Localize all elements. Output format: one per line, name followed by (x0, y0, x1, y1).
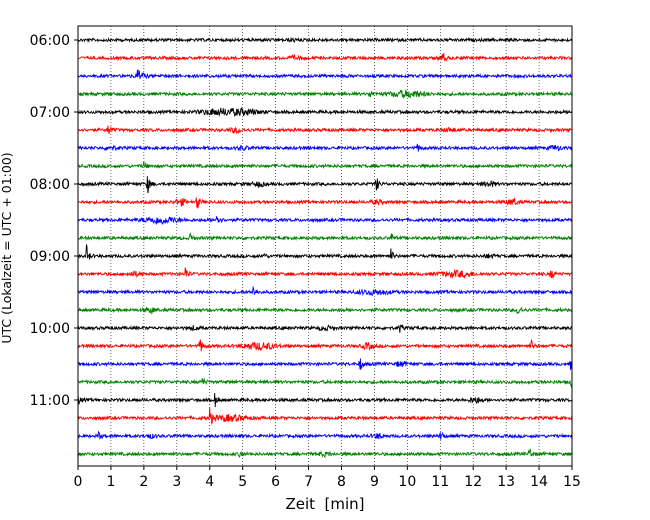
x-tick-label: 4 (205, 474, 214, 490)
trace-0630 (77, 69, 573, 80)
x-tick-label: 1 (106, 474, 115, 490)
x-tick-label: 9 (370, 474, 379, 490)
trace-1015 (77, 338, 573, 352)
trace-0930 (77, 285, 573, 297)
x-tick-label: 15 (563, 474, 581, 490)
trace-0945 (77, 306, 573, 315)
plot-frame (77, 25, 573, 467)
y-tick-label: 10:00 (30, 321, 70, 337)
trace-1130 (77, 430, 573, 440)
trace-0815 (77, 197, 573, 209)
y-tick-label: 08:00 (30, 177, 70, 193)
trace-1030 (77, 358, 573, 370)
trace-1145 (77, 447, 573, 459)
x-tick-label: 6 (271, 474, 280, 490)
y-tick-label: 09:00 (30, 249, 70, 265)
vertical-grid (110, 26, 540, 466)
trace-0730 (77, 143, 573, 152)
x-tick-label: 5 (238, 474, 247, 490)
x-tick-label: 10 (398, 474, 416, 490)
x-tick-label: 13 (497, 474, 515, 490)
trace-0800 (77, 176, 573, 194)
x-tick-label: 11 (431, 474, 449, 490)
trace-1045 (77, 377, 573, 388)
trace-0915 (77, 267, 573, 280)
y-axis-label: UTC (Lokalzeit = UTC + 01:00) (0, 152, 14, 343)
trace-0900 (77, 244, 573, 260)
trace-0715 (77, 125, 573, 135)
x-tick-label: 12 (464, 474, 482, 490)
x-tick-label: 2 (139, 474, 148, 490)
y-tick-label: 06:00 (30, 33, 70, 49)
trace-0600 (77, 36, 573, 44)
trace-0845 (77, 232, 573, 242)
trace-1000 (77, 324, 573, 333)
trace-0700 (77, 107, 573, 117)
y-tick-label: 11:00 (30, 393, 70, 409)
x-axis-ticks: 0 1 2 3 4 5 6 7 8 9 10 11 12 13 14 15 (74, 466, 581, 490)
plot-background (78, 26, 572, 466)
x-tick-label: 3 (172, 474, 181, 490)
trace-0830 (77, 216, 573, 226)
x-tick-label: 8 (337, 474, 346, 490)
y-axis-ticks: 06:00 07:00 08:00 09:00 10:00 11:00 (30, 33, 78, 409)
x-tick-label: 0 (74, 474, 83, 490)
trace-0615 (77, 53, 573, 62)
trace-1100 (77, 393, 573, 408)
trace-0645 (77, 89, 573, 99)
trace-0745 (77, 161, 573, 170)
x-axis-label: Zeit [min] (285, 495, 364, 513)
seismic-traces (77, 36, 573, 459)
x-tick-label: 7 (304, 474, 313, 490)
y-tick-label: 07:00 (30, 105, 70, 121)
x-tick-label: 14 (530, 474, 548, 490)
trace-1115 (77, 407, 573, 426)
